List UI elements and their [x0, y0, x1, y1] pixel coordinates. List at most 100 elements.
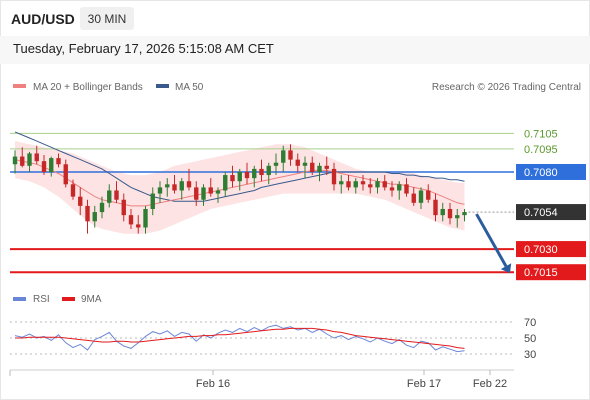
- time-axis: Feb 16 Feb 17 Feb 22: [9, 369, 514, 390]
- forecast-arrow-shaft: [475, 213, 508, 267]
- datetime-bar: [0, 36, 590, 64]
- candle-body-up: [418, 190, 424, 203]
- candle-body-up: [455, 215, 460, 219]
- forecast-arrow-head: [500, 263, 512, 274]
- rsi-tick-50: 50: [524, 333, 536, 345]
- candle-body-up: [157, 187, 163, 194]
- candle-body-down: [56, 158, 61, 165]
- level-tag-0.7080: [516, 163, 586, 180]
- candle-body-up: [49, 158, 54, 172]
- candle-body-up: [223, 175, 228, 191]
- candle-body-up: [143, 208, 148, 228]
- rsi-legend-swatch: [13, 297, 26, 301]
- x-tick-label: Feb 22: [473, 378, 507, 390]
- ma50-legend-label: MA 50: [175, 82, 204, 93]
- price-levels: [10, 132, 514, 274]
- candle-body-down: [114, 190, 119, 200]
- candle-body-down: [259, 168, 264, 176]
- candle-body-down: [346, 181, 351, 188]
- rsi-ma-legend-swatch: [62, 297, 75, 301]
- candle-body-up: [317, 165, 322, 172]
- candle-body-down: [34, 153, 39, 162]
- candle-body-down: [295, 159, 300, 166]
- ma50-line: [14, 131, 465, 202]
- level-tag-0.7015: [516, 264, 586, 281]
- forecast-arrow: [475, 213, 512, 274]
- pair-title: AUD/USD: [11, 11, 75, 27]
- candle-body-up: [201, 187, 206, 200]
- candle-body-up: [266, 165, 271, 176]
- candle-body-up: [397, 184, 402, 191]
- level-label-0.7015: 0.7015: [524, 267, 558, 279]
- rsi-tick-30: 30: [524, 349, 536, 361]
- candle-body-up: [462, 212, 467, 216]
- level-label-0.7030: 0.7030: [524, 244, 558, 256]
- candle-body-down: [244, 171, 250, 179]
- candle-body-up: [165, 184, 170, 188]
- candle-body-down: [331, 168, 337, 185]
- candle-body-down: [382, 181, 387, 188]
- candle-body-up: [339, 181, 344, 185]
- candle-body-down: [70, 184, 76, 197]
- x-tick-label: Feb 16: [196, 378, 230, 390]
- rsi-ma-line: [15, 327, 465, 349]
- timeframe-badge[interactable]: [80, 7, 134, 30]
- candle-body-down: [128, 215, 134, 225]
- rsi-line: [14, 324, 465, 353]
- candle-body-down: [136, 224, 141, 228]
- candle-body-down: [288, 150, 293, 160]
- candle-body-down: [186, 181, 192, 188]
- candle-body-down: [208, 187, 213, 194]
- candle-body-up: [92, 212, 97, 222]
- candle-body-down: [194, 187, 199, 200]
- candle-body-down: [426, 190, 431, 200]
- candle-body-down: [121, 199, 126, 216]
- credit-text: Research © 2026 Trading Central: [432, 82, 581, 93]
- candle-body-up: [353, 181, 358, 188]
- candle-body-up: [107, 190, 112, 203]
- candle-body-down: [63, 164, 68, 185]
- candle-body-up: [150, 193, 155, 209]
- ma20-legend-swatch: [13, 84, 26, 88]
- candle-body-down: [360, 181, 366, 185]
- candle-body-up: [179, 181, 184, 191]
- candle-body-down: [404, 184, 409, 194]
- candle-body-up: [440, 208, 445, 216]
- candle-body-down: [368, 184, 373, 188]
- level-label-0.7105: 0.7105: [524, 128, 558, 140]
- timeframe-label: 30 MIN: [88, 12, 127, 26]
- candle-body-down: [78, 196, 83, 206]
- candlesticks: [12, 144, 467, 234]
- ma50-legend-swatch: [156, 84, 169, 88]
- candle-body-down: [85, 205, 90, 222]
- candle-body-up: [237, 171, 242, 182]
- datetime-text: Tuesday, February 17, 2026 5:15:08 AM CE…: [13, 41, 274, 56]
- candle-body-down: [230, 175, 235, 182]
- x-tick-label: Feb 17: [407, 378, 441, 390]
- level-label-0.7080: 0.7080: [524, 167, 558, 179]
- rsi-ma-legend-label: 9MA: [81, 294, 102, 305]
- candle-body-up: [375, 181, 380, 188]
- candle-body-down: [310, 162, 315, 172]
- candle-body-down: [324, 165, 329, 169]
- ma20-legend-label: MA 20 + Bollinger Bands: [33, 82, 143, 93]
- candle-body-up: [215, 190, 221, 194]
- candle-body-up: [252, 168, 257, 179]
- candle-body-down: [389, 187, 395, 191]
- level-tag-0.7054: [516, 204, 586, 221]
- level-tag-0.7030: [516, 241, 586, 258]
- candle-body-down: [411, 193, 416, 203]
- candle-body-down: [20, 156, 25, 166]
- candle-body-up: [12, 156, 18, 165]
- rsi-legend-label: RSI: [33, 294, 50, 305]
- candle-body-down: [447, 208, 453, 219]
- candle-body-up: [273, 162, 279, 166]
- candle-body-down: [433, 199, 438, 216]
- candle-body-up: [281, 150, 286, 163]
- candle-body-down: [172, 184, 177, 191]
- level-label-0.7054: 0.7054: [524, 207, 558, 219]
- rsi-tick-70: 70: [524, 317, 536, 329]
- candle-body-up: [27, 153, 32, 166]
